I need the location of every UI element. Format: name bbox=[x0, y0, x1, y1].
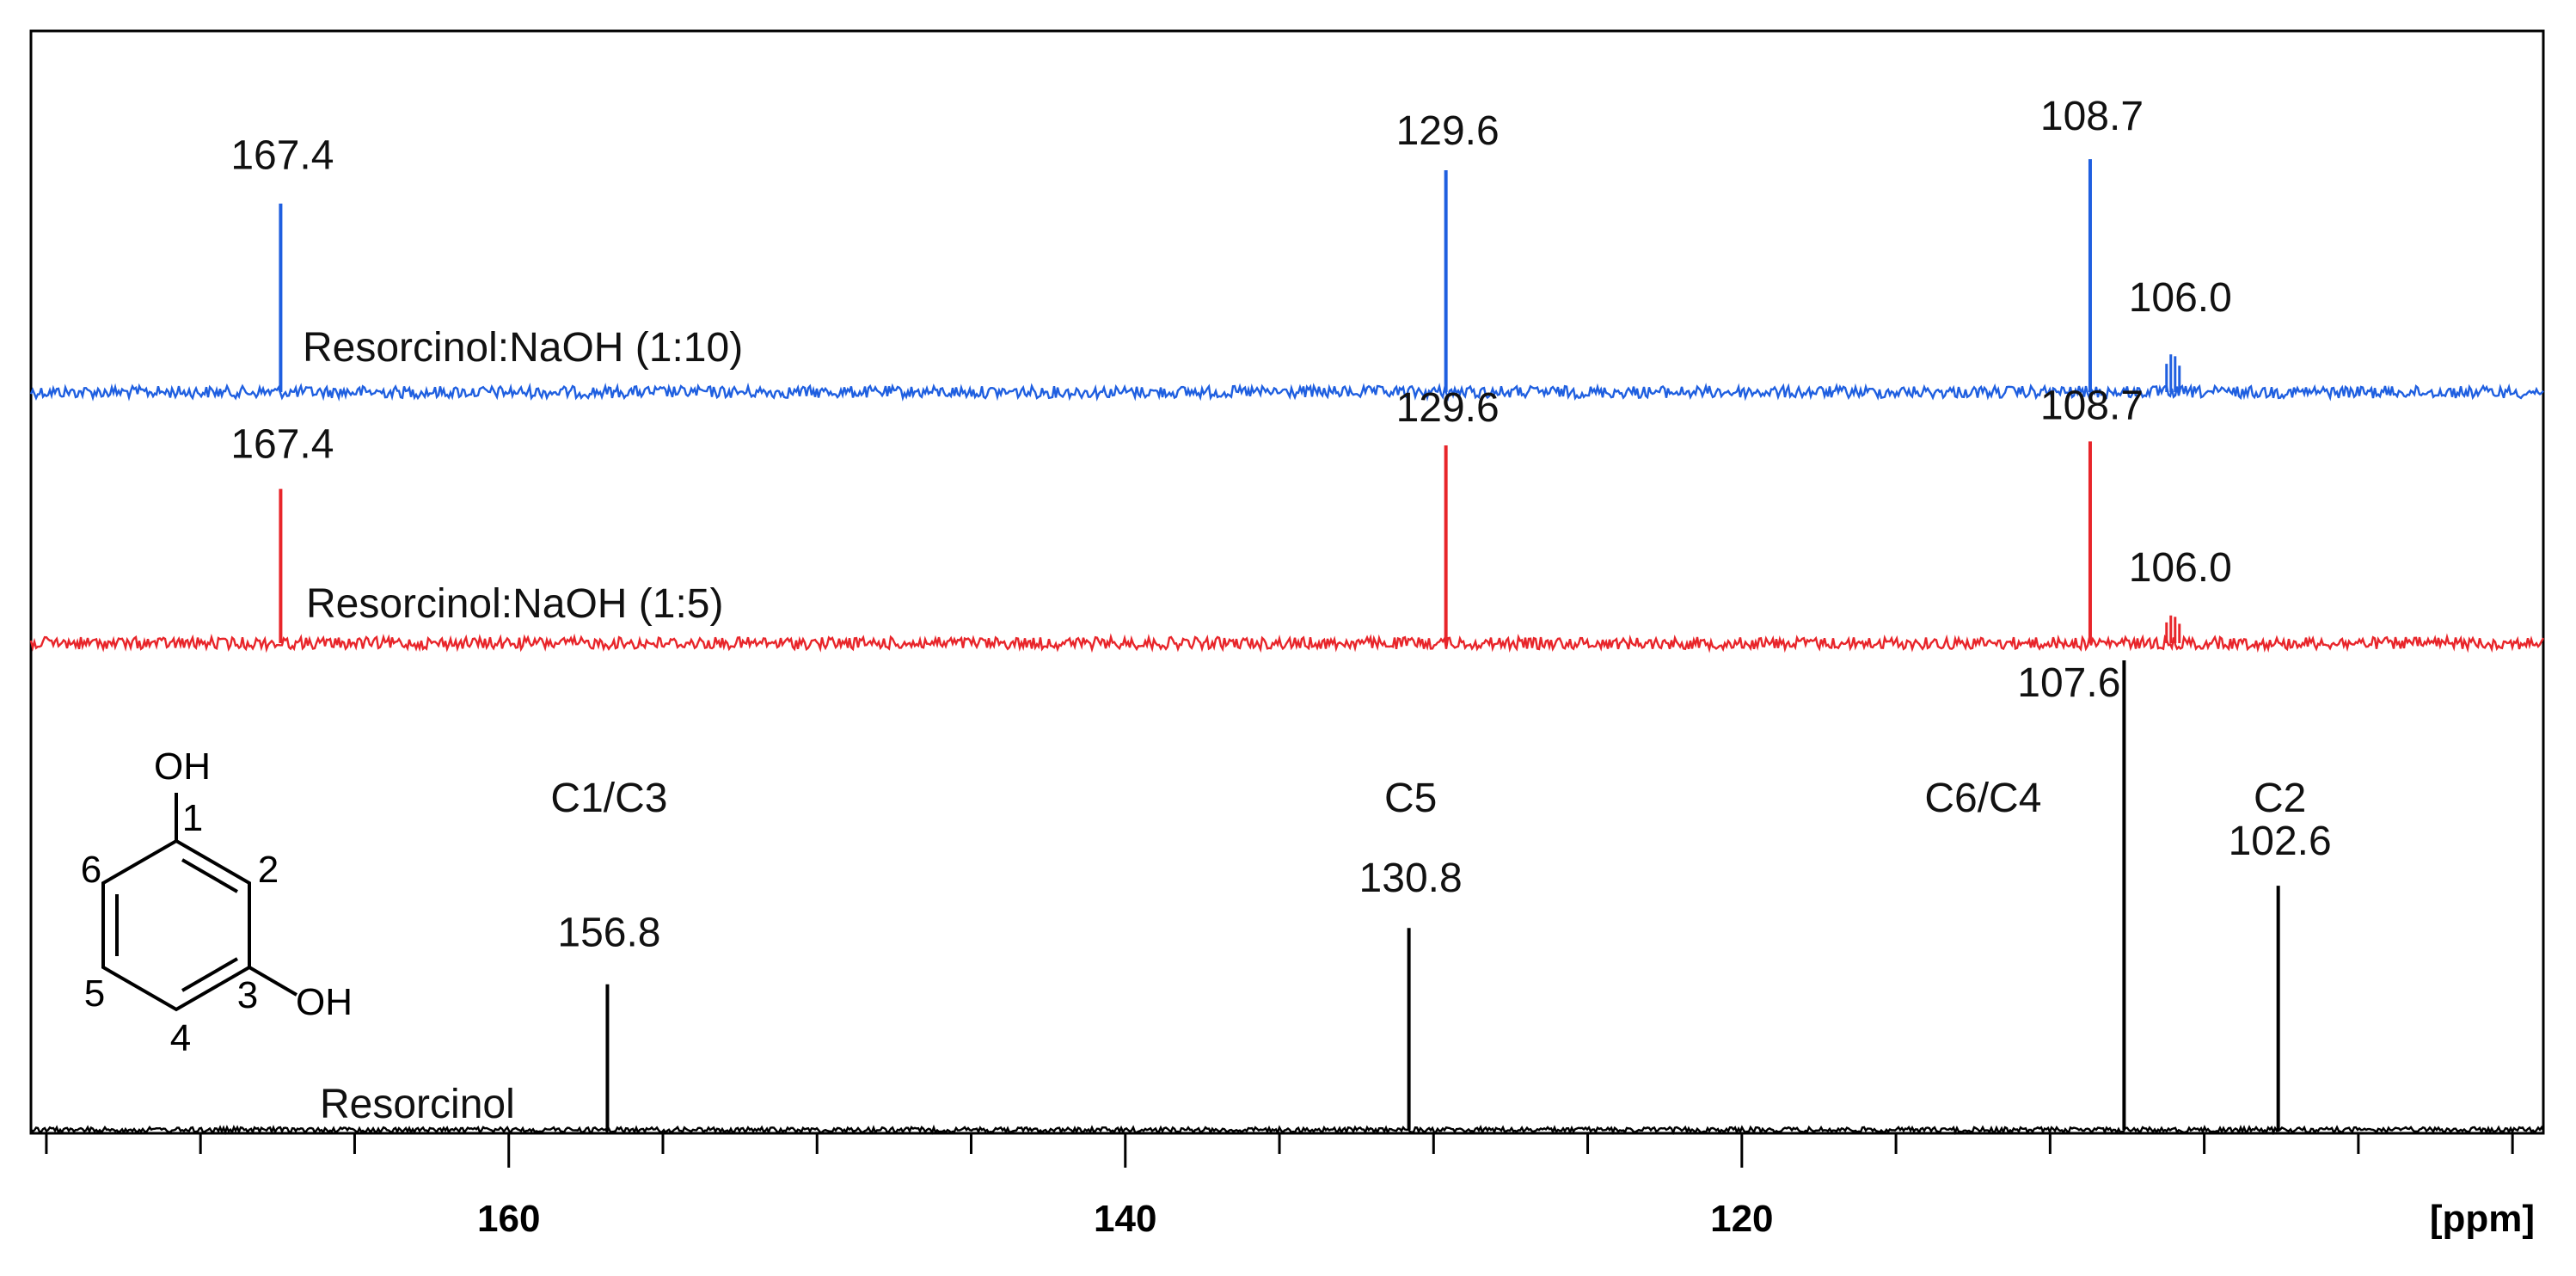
peak-value-label: 129.6 bbox=[1396, 108, 1500, 154]
benzene-ring bbox=[101, 838, 251, 1012]
peak-assignment-label: C1/C3 bbox=[550, 776, 667, 821]
series-name-label: Resorcinol:NaOH (1:5) bbox=[306, 581, 723, 627]
x-tick-label: 120 bbox=[1710, 1198, 1773, 1240]
double-bond-inner bbox=[181, 957, 239, 992]
atom-number-1: 1 bbox=[182, 797, 203, 839]
spectrum-3 bbox=[30, 660, 2545, 1136]
peak-value-label: 106.0 bbox=[2129, 545, 2232, 591]
spectrum-2 bbox=[29, 441, 2545, 653]
atom-number-5: 5 bbox=[84, 972, 105, 1015]
peak-assignment-label: C6/C4 bbox=[1924, 776, 2041, 821]
atom-number-6: 6 bbox=[81, 849, 101, 891]
spectrum-1 bbox=[29, 159, 2544, 402]
baseline-noise bbox=[29, 633, 2545, 653]
oh-top-label: OH bbox=[154, 745, 211, 788]
peak-value-label: 108.7 bbox=[2040, 94, 2144, 139]
x-axis-label: [ppm] bbox=[2430, 1198, 2535, 1240]
resorcinol-structure: OH OH 1 2 3 4 5 6 bbox=[81, 745, 353, 1059]
peak-assignment-label: C5 bbox=[1384, 776, 1437, 821]
atom-number-2: 2 bbox=[258, 849, 279, 891]
double-bond-inner bbox=[181, 858, 239, 893]
series-name-label: Resorcinol bbox=[320, 1082, 515, 1127]
peak-value-label: 102.6 bbox=[2229, 819, 2332, 864]
oh-right-label: OH bbox=[296, 981, 353, 1023]
series-name-label: Resorcinol:NaOH (1:10) bbox=[303, 325, 743, 371]
x-tick-label: 160 bbox=[477, 1198, 540, 1240]
peak-value-label: 167.4 bbox=[230, 133, 334, 179]
spectra-group bbox=[29, 159, 2545, 1136]
x-axis: 160 140 120 bbox=[45, 1133, 2514, 1240]
peak-value-label: 167.4 bbox=[230, 422, 334, 468]
peak-value-label: 129.6 bbox=[1396, 385, 1500, 431]
peak-labels-group: 167.4 129.6 108.7 106.0 Resorcinol:NaOH (1:1… bbox=[230, 94, 2331, 1127]
x-tick-label: 140 bbox=[1094, 1198, 1156, 1240]
plot-frame bbox=[29, 29, 2545, 1135]
peak-value-label: 156.8 bbox=[557, 911, 660, 956]
peak-value-label: 107.6 bbox=[2017, 660, 2120, 706]
baseline-noise bbox=[30, 1124, 2545, 1136]
peak-value-label: 108.7 bbox=[2040, 383, 2144, 428]
peak-value-label: 106.0 bbox=[2129, 275, 2232, 321]
atom-number-3: 3 bbox=[237, 974, 258, 1016]
oh-bond-right bbox=[248, 966, 298, 997]
baseline-noise bbox=[29, 382, 2544, 402]
peak-assignment-label: C2 bbox=[2254, 776, 2306, 821]
peak-value-label: 130.8 bbox=[1359, 856, 1463, 901]
atom-number-4: 4 bbox=[170, 1017, 191, 1059]
